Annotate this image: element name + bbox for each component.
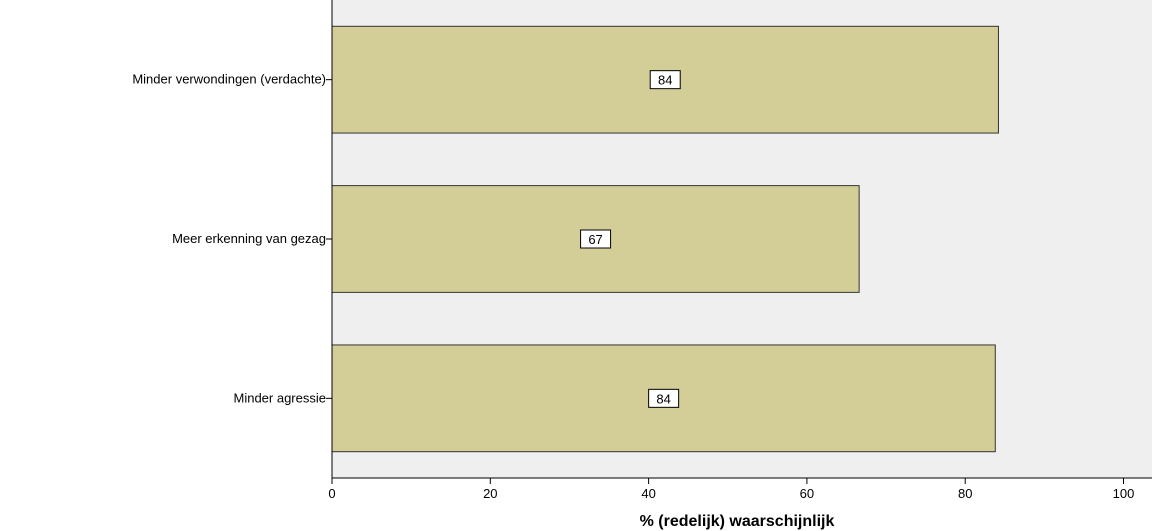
x-tick-label: 60 [800,486,814,501]
y-tick-label: Meer erkenning van gezag [172,231,326,246]
y-tick-label: Minder verwondingen (verdachte) [132,72,326,87]
x-tick-label: 100 [1113,486,1135,501]
x-tick-label: 80 [958,486,972,501]
data-label: 84 [656,391,670,406]
y-tick-label: Minder agressie [234,390,327,405]
x-tick-label: 0 [328,486,335,501]
data-label: 67 [588,232,602,247]
y-axis: Minder verwondingen (verdachte) Meer erke… [132,72,332,406]
x-tick-label: 40 [641,486,655,501]
x-axis: 0 20 40 60 80 100 [328,478,1134,501]
data-label: 84 [658,73,672,88]
x-tick-label: 20 [483,486,497,501]
x-axis-title: % (redelijk) waarschijnlijk [640,513,835,530]
